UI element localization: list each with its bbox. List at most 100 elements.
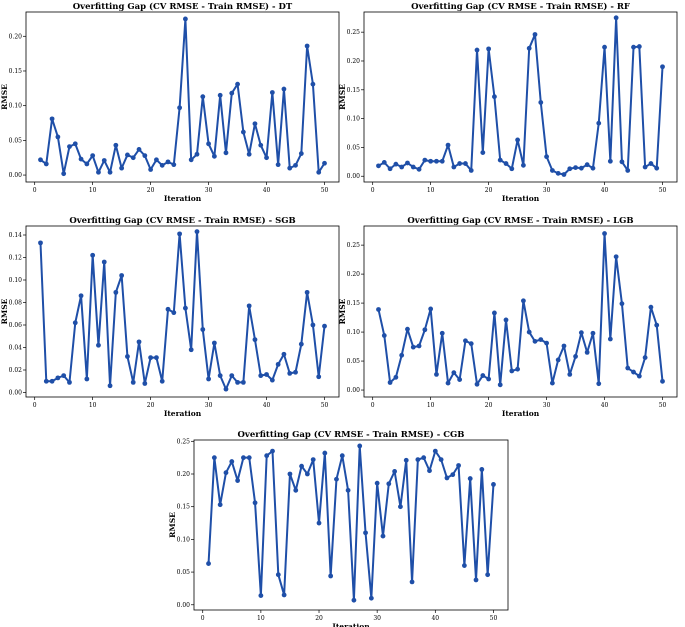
data-point (96, 342, 101, 348)
data-point (403, 457, 409, 463)
x-tick-label: 40 (601, 187, 609, 194)
data-point (55, 134, 61, 140)
y-axis-label: RMSE (0, 84, 9, 110)
data-point (619, 301, 625, 307)
data-point (619, 159, 625, 165)
data-point (461, 563, 467, 568)
data-point (252, 500, 258, 506)
data-point (223, 150, 229, 156)
data-point (211, 153, 217, 159)
data-point (194, 151, 200, 157)
x-tick-label: 30 (205, 402, 213, 409)
data-point (578, 165, 584, 171)
plot-frame (193, 439, 509, 611)
chart-panel-2: Overfitting Gap (CV RMSE - Train RMSE) -… (0, 215, 340, 418)
data-point (275, 162, 281, 168)
data-point (422, 157, 428, 163)
y-tick-label: 0.00 (347, 173, 361, 180)
data-point (381, 333, 387, 338)
data-point (258, 593, 264, 599)
data-point (544, 340, 549, 346)
data-point (642, 355, 648, 360)
data-point (492, 310, 497, 316)
data-point (241, 455, 246, 461)
y-axis-label: RMSE (168, 512, 177, 538)
data-point (269, 377, 275, 383)
data-point (165, 159, 171, 165)
data-point (287, 471, 293, 477)
data-point (240, 129, 246, 135)
data-point (416, 343, 422, 349)
x-tick-label: 30 (543, 187, 551, 194)
data-point (177, 231, 183, 237)
data-point (287, 165, 293, 171)
series-line (39, 230, 326, 391)
x-tick-label: 50 (659, 402, 667, 409)
data-point (287, 370, 293, 376)
x-tick-label: 0 (201, 615, 205, 622)
chart-panel-3: Overfitting Gap (CV RMSE - Train RMSE) -… (338, 215, 678, 418)
data-point (387, 380, 393, 385)
data-point (492, 94, 497, 100)
data-point (456, 463, 461, 468)
data-point (526, 45, 532, 51)
x-tick-label: 40 (263, 402, 271, 409)
data-point (468, 341, 474, 347)
chart-title: Overfitting Gap (CV RMSE - Train RMSE) -… (407, 215, 633, 226)
data-point (182, 16, 188, 22)
y-tick-label: 0.06 (9, 322, 23, 329)
data-point (154, 355, 159, 361)
y-tick-label: 0.05 (347, 144, 361, 151)
y-tick-label: 0.20 (177, 471, 191, 478)
data-point (486, 46, 492, 52)
data-point (376, 163, 381, 169)
y-axis-label: RMSE (0, 298, 9, 324)
data-point (480, 373, 486, 378)
data-point (444, 475, 450, 481)
data-point (43, 378, 49, 384)
data-point (293, 162, 298, 168)
data-point (439, 330, 445, 336)
x-tick-label: 30 (205, 187, 213, 194)
data-point (451, 370, 457, 376)
chart-title: Overfitting Gap (CV RMSE - Train RMSE) -… (411, 1, 630, 12)
data-point (497, 157, 503, 163)
y-tick-label: 0.08 (9, 300, 23, 307)
data-point (538, 100, 544, 105)
data-point (211, 340, 217, 346)
data-point (380, 533, 386, 539)
data-point (270, 448, 275, 454)
data-point (298, 151, 304, 156)
data-point (113, 142, 119, 148)
data-point (515, 137, 521, 143)
data-point (422, 327, 428, 333)
y-tick-label: 0.10 (347, 329, 361, 336)
data-point (107, 383, 113, 389)
data-point (549, 380, 555, 386)
data-point (310, 457, 316, 463)
y-tick-label: 0.00 (9, 390, 23, 397)
data-point (532, 32, 538, 37)
y-tick-label: 0.15 (9, 68, 23, 75)
data-point (567, 166, 573, 172)
data-point (410, 164, 416, 170)
data-point (316, 520, 322, 526)
y-tick-label: 0.20 (9, 33, 23, 40)
data-point (503, 161, 509, 166)
x-tick-label: 40 (601, 402, 609, 409)
data-point (246, 303, 252, 309)
data-point (72, 141, 78, 147)
data-point (473, 577, 479, 583)
data-point (631, 44, 636, 50)
data-point (119, 165, 125, 171)
x-tick-label: 50 (659, 187, 667, 194)
x-tick-label: 40 (431, 615, 439, 622)
data-point (322, 160, 327, 166)
x-tick-label: 10 (427, 402, 435, 409)
data-point (405, 326, 410, 332)
data-point (188, 157, 194, 163)
plot-frame (25, 225, 340, 398)
data-point (602, 44, 607, 50)
data-point (555, 357, 561, 363)
data-point (357, 443, 363, 449)
